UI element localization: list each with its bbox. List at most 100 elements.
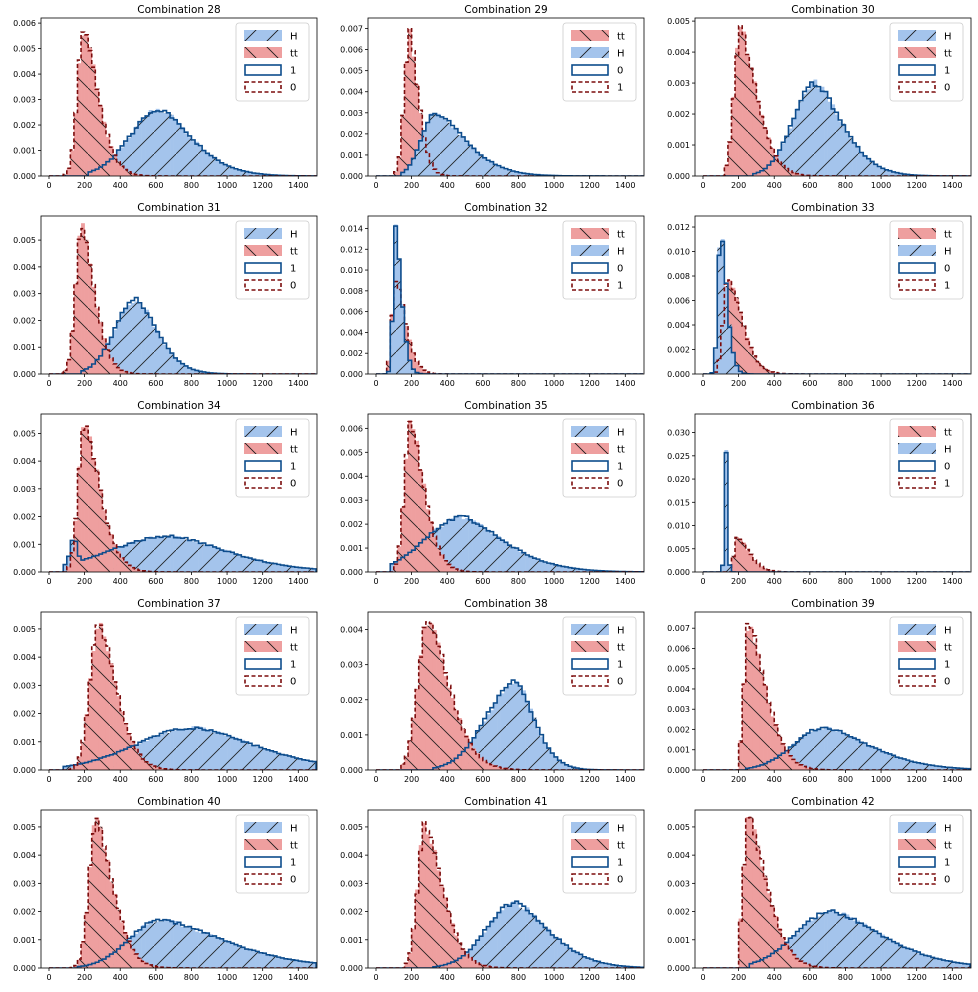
x-tick-label: 800 xyxy=(838,577,853,586)
x-tick-label: 200 xyxy=(731,973,746,982)
x-tick-label: 200 xyxy=(404,181,419,190)
x-tick-label: 1400 xyxy=(942,181,962,190)
y-tick-label: 0.003 xyxy=(13,879,36,888)
legend-label: tt xyxy=(290,445,298,456)
x-tick-label: 200 xyxy=(731,775,746,784)
x-tick-label: 0 xyxy=(373,973,378,982)
legend-patch-hatch xyxy=(244,245,282,256)
y-tick-label: 0.005 xyxy=(13,45,36,54)
x-tick-label: 0 xyxy=(373,775,378,784)
y-tick-label: 0.004 xyxy=(340,472,363,481)
x-tick-label: 0 xyxy=(700,775,705,784)
y-tick-label: 0.003 xyxy=(13,96,36,105)
y-tick-label: 0.004 xyxy=(667,851,690,860)
legend-patch-hatch xyxy=(898,228,936,239)
y-tick-label: 0.000 xyxy=(340,766,363,775)
x-tick-label: 400 xyxy=(113,973,128,982)
x-tick-label: 1200 xyxy=(252,775,272,784)
legend-label: 1 xyxy=(617,858,623,869)
legend-label: H xyxy=(617,824,625,835)
y-tick-label: 0.003 xyxy=(667,705,690,714)
legend-patch-hatch xyxy=(898,426,936,437)
legend-label: tt xyxy=(290,841,298,852)
y-tick-label: 0.006 xyxy=(667,297,690,306)
legend-patch-hatch xyxy=(571,839,609,850)
legend-patch-hatch xyxy=(898,839,936,850)
y-tick-label: 0.005 xyxy=(13,625,36,634)
x-tick-label: 1200 xyxy=(906,577,926,586)
y-tick-label: 0.004 xyxy=(667,48,690,57)
y-tick-label: 0.008 xyxy=(667,272,690,281)
legend-label: H xyxy=(944,824,952,835)
y-tick-label: 0.000 xyxy=(13,568,36,577)
x-tick-label: 600 xyxy=(475,577,490,586)
x-tick-label: 0 xyxy=(46,973,51,982)
x-tick-label: 1200 xyxy=(579,181,599,190)
x-tick-label: 1000 xyxy=(544,379,564,388)
x-tick-label: 1000 xyxy=(871,775,891,784)
legend-label: tt xyxy=(290,247,298,258)
x-tick-label: 400 xyxy=(113,775,128,784)
y-tick-label: 0.005 xyxy=(340,67,363,76)
legend-label: tt xyxy=(944,230,952,241)
y-tick-label: 0.003 xyxy=(13,485,36,494)
hatch-tt xyxy=(703,537,970,572)
y-tick-label: 0.006 xyxy=(340,424,363,433)
y-tick-label: 0.001 xyxy=(13,540,36,549)
x-tick-label: 1200 xyxy=(579,379,599,388)
legend-label: 0 xyxy=(944,462,950,473)
y-tick-label: 0.000 xyxy=(667,766,690,775)
y-tick-label: 0.004 xyxy=(667,321,690,330)
legend-label: tt xyxy=(617,643,625,654)
y-tick-label: 0.002 xyxy=(667,725,690,734)
x-tick-label: 800 xyxy=(511,181,526,190)
x-tick-label: 200 xyxy=(731,379,746,388)
x-tick-label: 600 xyxy=(802,775,817,784)
subplot: Combination 280.0000.0010.0020.0030.0040… xyxy=(13,4,317,190)
x-tick-label: 0 xyxy=(700,379,705,388)
x-tick-label: 1400 xyxy=(288,577,308,586)
legend-label: 1 xyxy=(944,281,950,292)
x-tick-label: 200 xyxy=(77,577,92,586)
y-tick-label: 0.006 xyxy=(340,308,363,317)
legend-label: tt xyxy=(944,841,952,852)
subplot: Combination 300.0000.0010.0020.0030.0040… xyxy=(667,4,971,190)
y-tick-label: 0.006 xyxy=(667,644,690,653)
y-tick-label: 0.003 xyxy=(667,79,690,88)
legend-patch-hatch xyxy=(571,822,609,833)
x-tick-label: 400 xyxy=(440,775,455,784)
x-tick-label: 400 xyxy=(440,577,455,586)
y-tick-label: 0.002 xyxy=(13,908,36,917)
legend-label: 1 xyxy=(290,462,296,473)
x-tick-label: 200 xyxy=(404,775,419,784)
chart-title: Combination 40 xyxy=(137,796,220,808)
x-tick-label: 600 xyxy=(802,973,817,982)
legend-label: 1 xyxy=(617,83,623,94)
y-tick-label: 0.025 xyxy=(667,452,690,461)
x-tick-label: 0 xyxy=(46,577,51,586)
y-tick-label: 0.012 xyxy=(340,245,363,254)
x-tick-label: 200 xyxy=(77,181,92,190)
y-tick-label: 0.000 xyxy=(667,172,690,181)
x-tick-label: 1400 xyxy=(288,181,308,190)
x-tick-label: 600 xyxy=(475,379,490,388)
y-tick-label: 0.001 xyxy=(13,936,36,945)
y-tick-label: 0.003 xyxy=(340,879,363,888)
y-tick-label: 0.004 xyxy=(667,685,690,694)
x-tick-label: 0 xyxy=(46,379,51,388)
y-tick-label: 0.003 xyxy=(667,879,690,888)
y-tick-label: 0.005 xyxy=(667,823,690,832)
legend-patch-hatch xyxy=(571,228,609,239)
x-tick-label: 1200 xyxy=(252,379,272,388)
subplot: Combination 420.0000.0010.0020.0030.0040… xyxy=(667,796,971,982)
x-tick-label: 400 xyxy=(767,775,782,784)
y-tick-label: 0.002 xyxy=(340,696,363,705)
chart-title: Combination 28 xyxy=(137,4,220,16)
legend-label: H xyxy=(617,626,625,637)
x-tick-label: 400 xyxy=(767,577,782,586)
y-tick-label: 0.002 xyxy=(13,513,36,522)
